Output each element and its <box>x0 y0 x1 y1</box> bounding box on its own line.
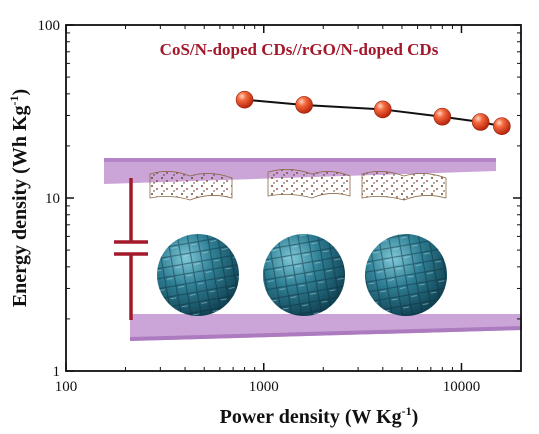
data-point <box>493 117 511 136</box>
data-series <box>235 90 511 136</box>
y-tick-label: 1 <box>53 364 61 380</box>
data-point <box>373 100 392 119</box>
top-electrode-plate-top <box>104 158 496 162</box>
x-tick-label: 1000 <box>249 379 279 395</box>
circuit <box>114 178 148 320</box>
capacitor-illustration <box>104 158 522 341</box>
y-axis-title: Energy density (Wh Kg-1) <box>7 89 31 307</box>
x-axis-title: Power density (W Kg-1) <box>220 404 419 428</box>
series-annotation: CoS/N-doped CDs//rGO/N-doped CDs <box>160 40 439 59</box>
data-point <box>235 90 254 109</box>
data-point <box>471 113 490 131</box>
y-tick-label: 100 <box>38 18 61 34</box>
bottom-electrode-plate-edge <box>130 326 522 341</box>
y-tick-label: 10 <box>45 191 60 207</box>
x-tick-label: 10000 <box>443 379 481 395</box>
x-tick-label: 100 <box>55 379 78 395</box>
axis-ticks: 100 1000 10000 1 10 100 <box>38 18 522 395</box>
data-point <box>295 96 313 114</box>
data-point <box>433 107 452 126</box>
rgo-sheets <box>149 169 447 201</box>
series-line <box>244 98 503 128</box>
cos-spheres <box>157 234 447 316</box>
